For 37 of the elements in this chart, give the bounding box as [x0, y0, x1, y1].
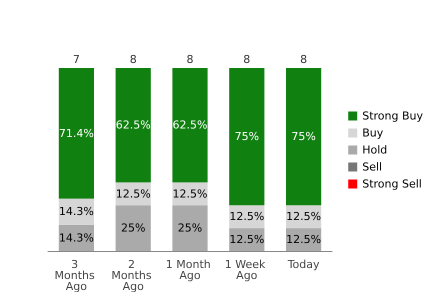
data-label: 12.5% [172, 187, 208, 200]
bar [229, 68, 264, 206]
bar [116, 205, 151, 251]
data-label: 62.5% [172, 118, 208, 132]
bar [172, 68, 208, 182]
data-label: 75% [234, 130, 260, 144]
annotation: 8 [186, 53, 194, 66]
data-label: 25% [178, 222, 202, 235]
data-label: 71.4% [58, 126, 94, 140]
legend-label: Strong Buy [362, 110, 424, 122]
annotation: 8 [300, 53, 308, 66]
data-label: 62.5% [116, 118, 151, 132]
x-tick-label: Today [286, 258, 320, 271]
x-tick-label: 1 Week Ago [224, 258, 269, 282]
data-label: 12.5% [229, 210, 264, 224]
legend-label: Strong Sell [362, 178, 422, 190]
bar [172, 205, 208, 251]
legend-label: Buy [362, 126, 384, 140]
legend-label: Sell [362, 160, 382, 174]
x-tick-label: 2 Months Ago [111, 258, 156, 293]
data-label: 14.3% [58, 205, 94, 218]
annotation: 8 [130, 53, 137, 66]
data-label: 75% [291, 130, 316, 144]
data-label: 12.5% [229, 233, 264, 246]
x-tick-label: 3 Months Ago [54, 258, 98, 293]
bar [58, 68, 94, 199]
x-tick-label: 1 Month Ago [166, 258, 214, 282]
data-label: 12.5% [116, 187, 151, 200]
annotation: 8 [243, 53, 250, 66]
legend-label: Hold [362, 144, 388, 156]
bar [116, 68, 151, 182]
data-label: 25% [120, 222, 146, 235]
data-label: 12.5% [286, 233, 322, 246]
data-label: 12.5% [286, 210, 322, 224]
bar [286, 68, 322, 206]
annotation: 7 [72, 53, 80, 66]
data-label: 14.3% [58, 231, 94, 244]
